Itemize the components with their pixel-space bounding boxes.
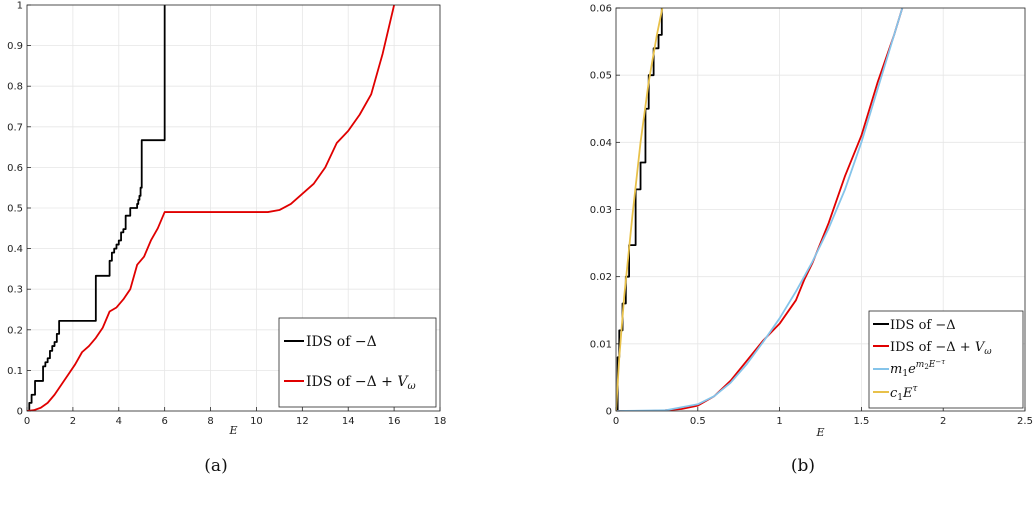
panel-a-xtick-label: 2 <box>70 416 76 427</box>
panel-b-series-c-e <box>616 8 664 411</box>
panel-b-legend-box <box>868 310 1024 409</box>
panel-a-ytick-label: 0.3 <box>7 285 23 296</box>
panel-a-ytick-label: 0.7 <box>7 122 23 133</box>
panel-a-ytick-label: 1 <box>17 1 23 12</box>
panel-b-xtick-label: 1 <box>776 416 782 427</box>
panel-b-xlabel: E <box>815 426 824 439</box>
panel-a-series-ids-of-v <box>27 5 395 411</box>
panel-a-ytick-label: 0.4 <box>7 244 23 255</box>
panel-a-series-ids-of <box>27 5 166 411</box>
panel-a-xtick-label: 0 <box>24 416 30 427</box>
panel-a-caption: (a) <box>204 456 227 476</box>
panel-b-ytick-label: 0.02 <box>590 272 612 283</box>
panel-a-xtick-label: 14 <box>342 416 355 427</box>
panel-b-ytick-label: 0 <box>606 407 612 418</box>
panel-b-caption: (b) <box>791 456 815 476</box>
panel-a-legend-label-potential: IDS of −Δ + Vω <box>306 374 416 392</box>
panel-a-axes-box <box>26 4 441 412</box>
panel-a-ytick-label: 0.1 <box>7 366 23 377</box>
panel-b-legend-label-exp-fit: m1em2E−τ <box>890 358 945 379</box>
panel-a-legend-box <box>278 317 437 408</box>
panel-b-series-ids-of-v <box>616 8 904 411</box>
panel-b-ytick-label: 0.01 <box>590 339 612 350</box>
panel-b-xtick-label: 2.5 <box>1017 416 1033 427</box>
panel-b-ytick-label: 0.06 <box>590 4 612 15</box>
panel-b-ytick-label: 0.03 <box>590 205 612 216</box>
panel-a-legend: IDS of −Δ IDS of −Δ + Vω <box>278 317 437 408</box>
panel-b-ytick-label: 0.04 <box>590 138 612 149</box>
panel-b-xtick-label: 0 <box>613 416 619 427</box>
panel-b-legend-label-laplacian: IDS of −Δ <box>890 318 956 333</box>
panel-a-xtick-label: 6 <box>161 416 167 427</box>
panel-a-xtick-label: 16 <box>388 416 401 427</box>
panel-a-xlabel: E <box>228 424 237 437</box>
panel-b-xtick-label: 2 <box>940 416 946 427</box>
panel-a-ytick-label: 0.8 <box>7 82 23 93</box>
panel-b-series <box>616 8 904 411</box>
panel-b-legend-label-power-fit: c1Eτ <box>890 384 919 403</box>
panel-a-ytick-label: 0.5 <box>7 204 23 215</box>
panel-a-xtick-label: 10 <box>250 416 263 427</box>
panel-a-ytick-label: 0.2 <box>7 325 23 336</box>
panel-b-xtick-label: 0.5 <box>690 416 706 427</box>
panel-a-xtick-label: 4 <box>116 416 122 427</box>
panel-b-ytick-label: 0.05 <box>590 71 612 82</box>
panel-a-ytick-label: 0.6 <box>7 163 23 174</box>
panel-b-legend: IDS of −Δ IDS of −Δ + Vω m1em2E−τ c1Eτ <box>868 310 1024 409</box>
panel-b-axes-box <box>615 7 1026 412</box>
panel-a: 0 2 4 6 8 10 12 14 16 18 0 0.1 0.2 0.3 0.4 0.5 0.6 0.7 0.8… <box>7 1 446 477</box>
panel-a-ytick-label: 0 <box>17 407 23 418</box>
panel-b-series-m-e-m-e <box>616 8 904 411</box>
panel-a-legend-label-laplacian: IDS of −Δ <box>306 334 377 350</box>
panel-b: 0 0.5 1 1.5 2 2.500.010.020.030.040.050.06 E … <box>590 4 1033 477</box>
panel-a-ticks: 0 2 4 6 8 10 12 14 16 18 0 0.1 0.2 0.3 0.4 0.5 0.6 0.7 0.8… <box>7 1 446 428</box>
panel-b-ticks: 0 0.5 1 1.5 2 2.5 0 0.01 0.02 0.03 0.04 0.05 0.06 <box>590 4 1033 428</box>
panel-a-ytick-label: 0.9 <box>7 41 23 52</box>
panel-a-xtick-label: 18 <box>434 416 447 427</box>
panel-b-legend-label-potential: IDS of −Δ + Vω <box>890 340 992 357</box>
panel-a-xtick-label: 8 <box>207 416 213 427</box>
panel-a-xtick-label: 12 <box>296 416 309 427</box>
panel-a-series <box>27 5 395 411</box>
panel-b-xtick-label: 1.5 <box>853 416 869 427</box>
